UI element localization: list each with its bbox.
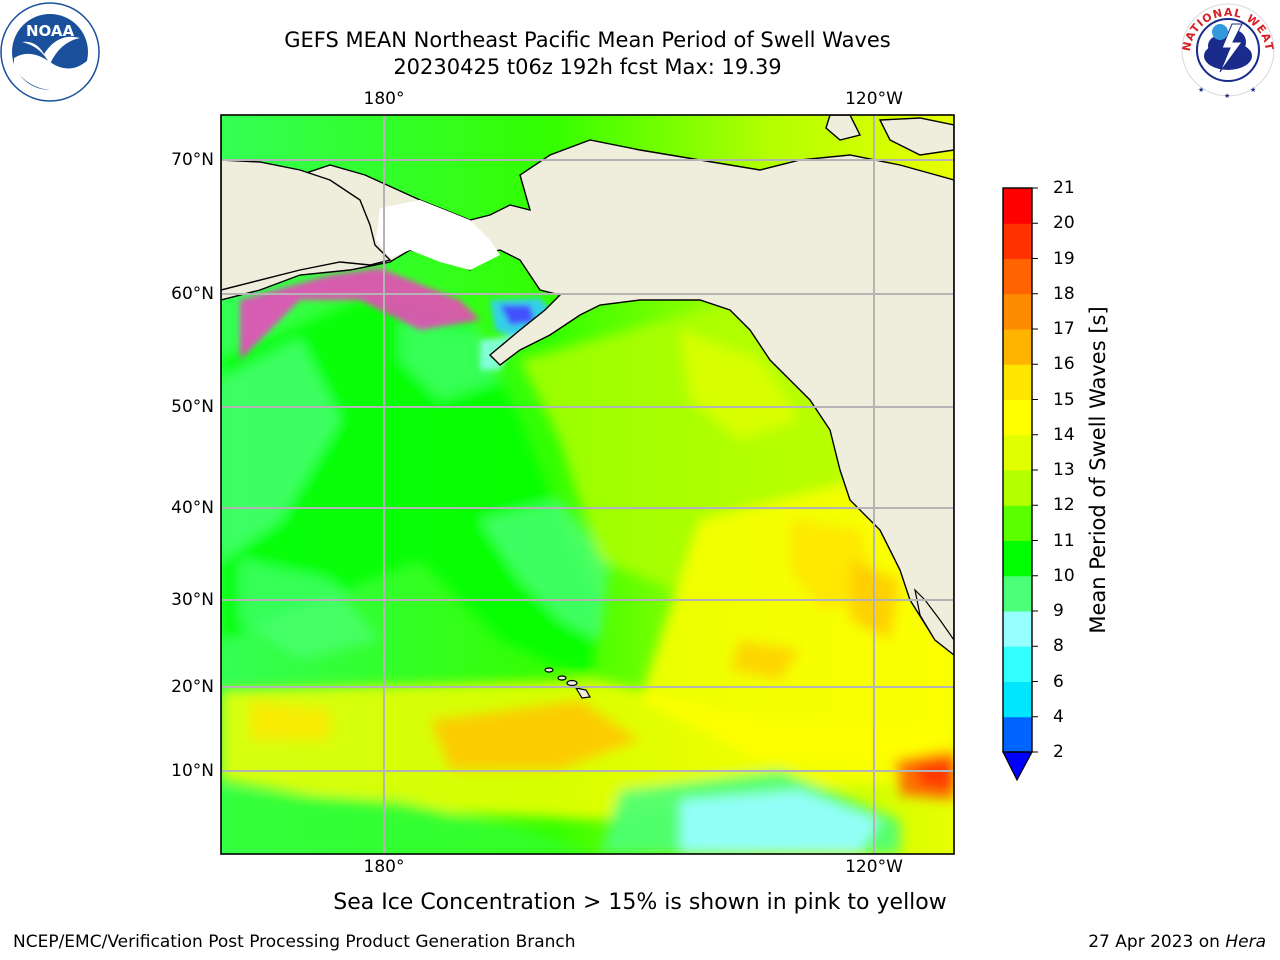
footer-date: 27 Apr 2023 on Hera (1088, 932, 1266, 952)
arctic-islands-land (825, 115, 954, 156)
colorbar-label: Mean Period of Swell Waves [s] (1086, 306, 1110, 634)
noaa-logo: NOAA (0, 2, 100, 102)
colorbar-tick-label: 18 (1053, 283, 1075, 304)
footer-credit: NCEP/EMC/Verification Post Processing Pr… (13, 932, 576, 952)
colorbar-segment (1003, 258, 1032, 295)
colorbar-segment (1003, 364, 1032, 400)
bering-strait-water (376, 200, 500, 270)
colorbar-tick-label: 20 (1053, 213, 1075, 234)
graticule (221, 115, 954, 854)
colorbar-segment (1003, 470, 1032, 506)
lat-label: 60°N (171, 284, 214, 304)
colorbar-tick-label: 12 (1053, 495, 1075, 516)
lat-label: 30°N (171, 590, 214, 610)
svg-text:★: ★ (1224, 92, 1230, 100)
colorbar-tick-label: 19 (1053, 248, 1075, 269)
colorbar-tick-label: 4 (1053, 706, 1064, 727)
colorbar-segment (1003, 611, 1032, 647)
baja-peninsula (914, 588, 954, 656)
hawaii-islands (544, 667, 591, 699)
lat-label: 10°N (171, 761, 214, 781)
map-frame (220, 114, 955, 855)
colorbar-tick-label: 2 (1053, 742, 1064, 762)
lon-top-120w: 120°W (845, 89, 903, 109)
svg-text:★: ★ (1198, 86, 1204, 94)
colorbar-tick-label: 16 (1053, 354, 1075, 375)
swell-period-field (221, 300, 954, 854)
lat-label: 20°N (171, 677, 214, 697)
colorbar-tick-label: 15 (1053, 389, 1075, 410)
colorbar-segment (1003, 716, 1032, 753)
svg-text:NOAA: NOAA (26, 22, 75, 40)
colorbar-tick-label: 9 (1053, 601, 1064, 621)
lat-label: 70°N (171, 150, 214, 170)
colorbar-tick-label: 8 (1053, 636, 1064, 657)
colorbar-segment (1003, 188, 1032, 224)
lon-top-180: 180° (363, 89, 405, 109)
colorbar-segment (1003, 223, 1032, 259)
colorbar-segment (1003, 434, 1032, 471)
colorbar-segment (1003, 329, 1032, 365)
chukotka-land (221, 159, 392, 291)
colorbar-segment (1003, 399, 1032, 436)
colorbar-tick-label: 11 (1053, 530, 1075, 551)
chart-title: GEFS MEAN Northeast Pacific Mean Period … (284, 28, 891, 52)
lat-label: 50°N (171, 397, 214, 417)
colorbar-tick-label: 14 (1053, 424, 1075, 445)
colorbar-under-arrow (1002, 751, 1034, 782)
footer-host: Hera (1225, 932, 1266, 952)
colorbar-tick-label: 13 (1053, 460, 1075, 480)
colorbar-tick-label: 6 (1053, 671, 1064, 692)
colorbar-segment (1003, 646, 1032, 682)
colorbar-tick-label: 10 (1053, 565, 1075, 586)
lat-label: 40°N (171, 498, 214, 518)
lon-bottom-180: 180° (363, 857, 405, 877)
colorbar-tick-label: 21 (1053, 178, 1075, 198)
colorbar-segment (1003, 575, 1032, 612)
nws-logo: ★ ★ ★ NATIONAL WEATHER SERVICE (1178, 2, 1275, 100)
chart-subtitle: 20230425 t06z 192h fcst Max: 19.39 (393, 55, 782, 79)
colorbar-segment (1003, 505, 1032, 541)
colorbar-segment (1003, 540, 1032, 577)
svg-text:★: ★ (1250, 86, 1256, 94)
colorbar-tick-label: 17 (1053, 319, 1075, 339)
lon-bottom-120w: 120°W (845, 857, 903, 877)
sea-ice-note: Sea Ice Concentration > 15% is shown in … (333, 890, 947, 915)
colorbar-segment (1003, 293, 1032, 330)
colorbar-segment (1003, 681, 1032, 718)
